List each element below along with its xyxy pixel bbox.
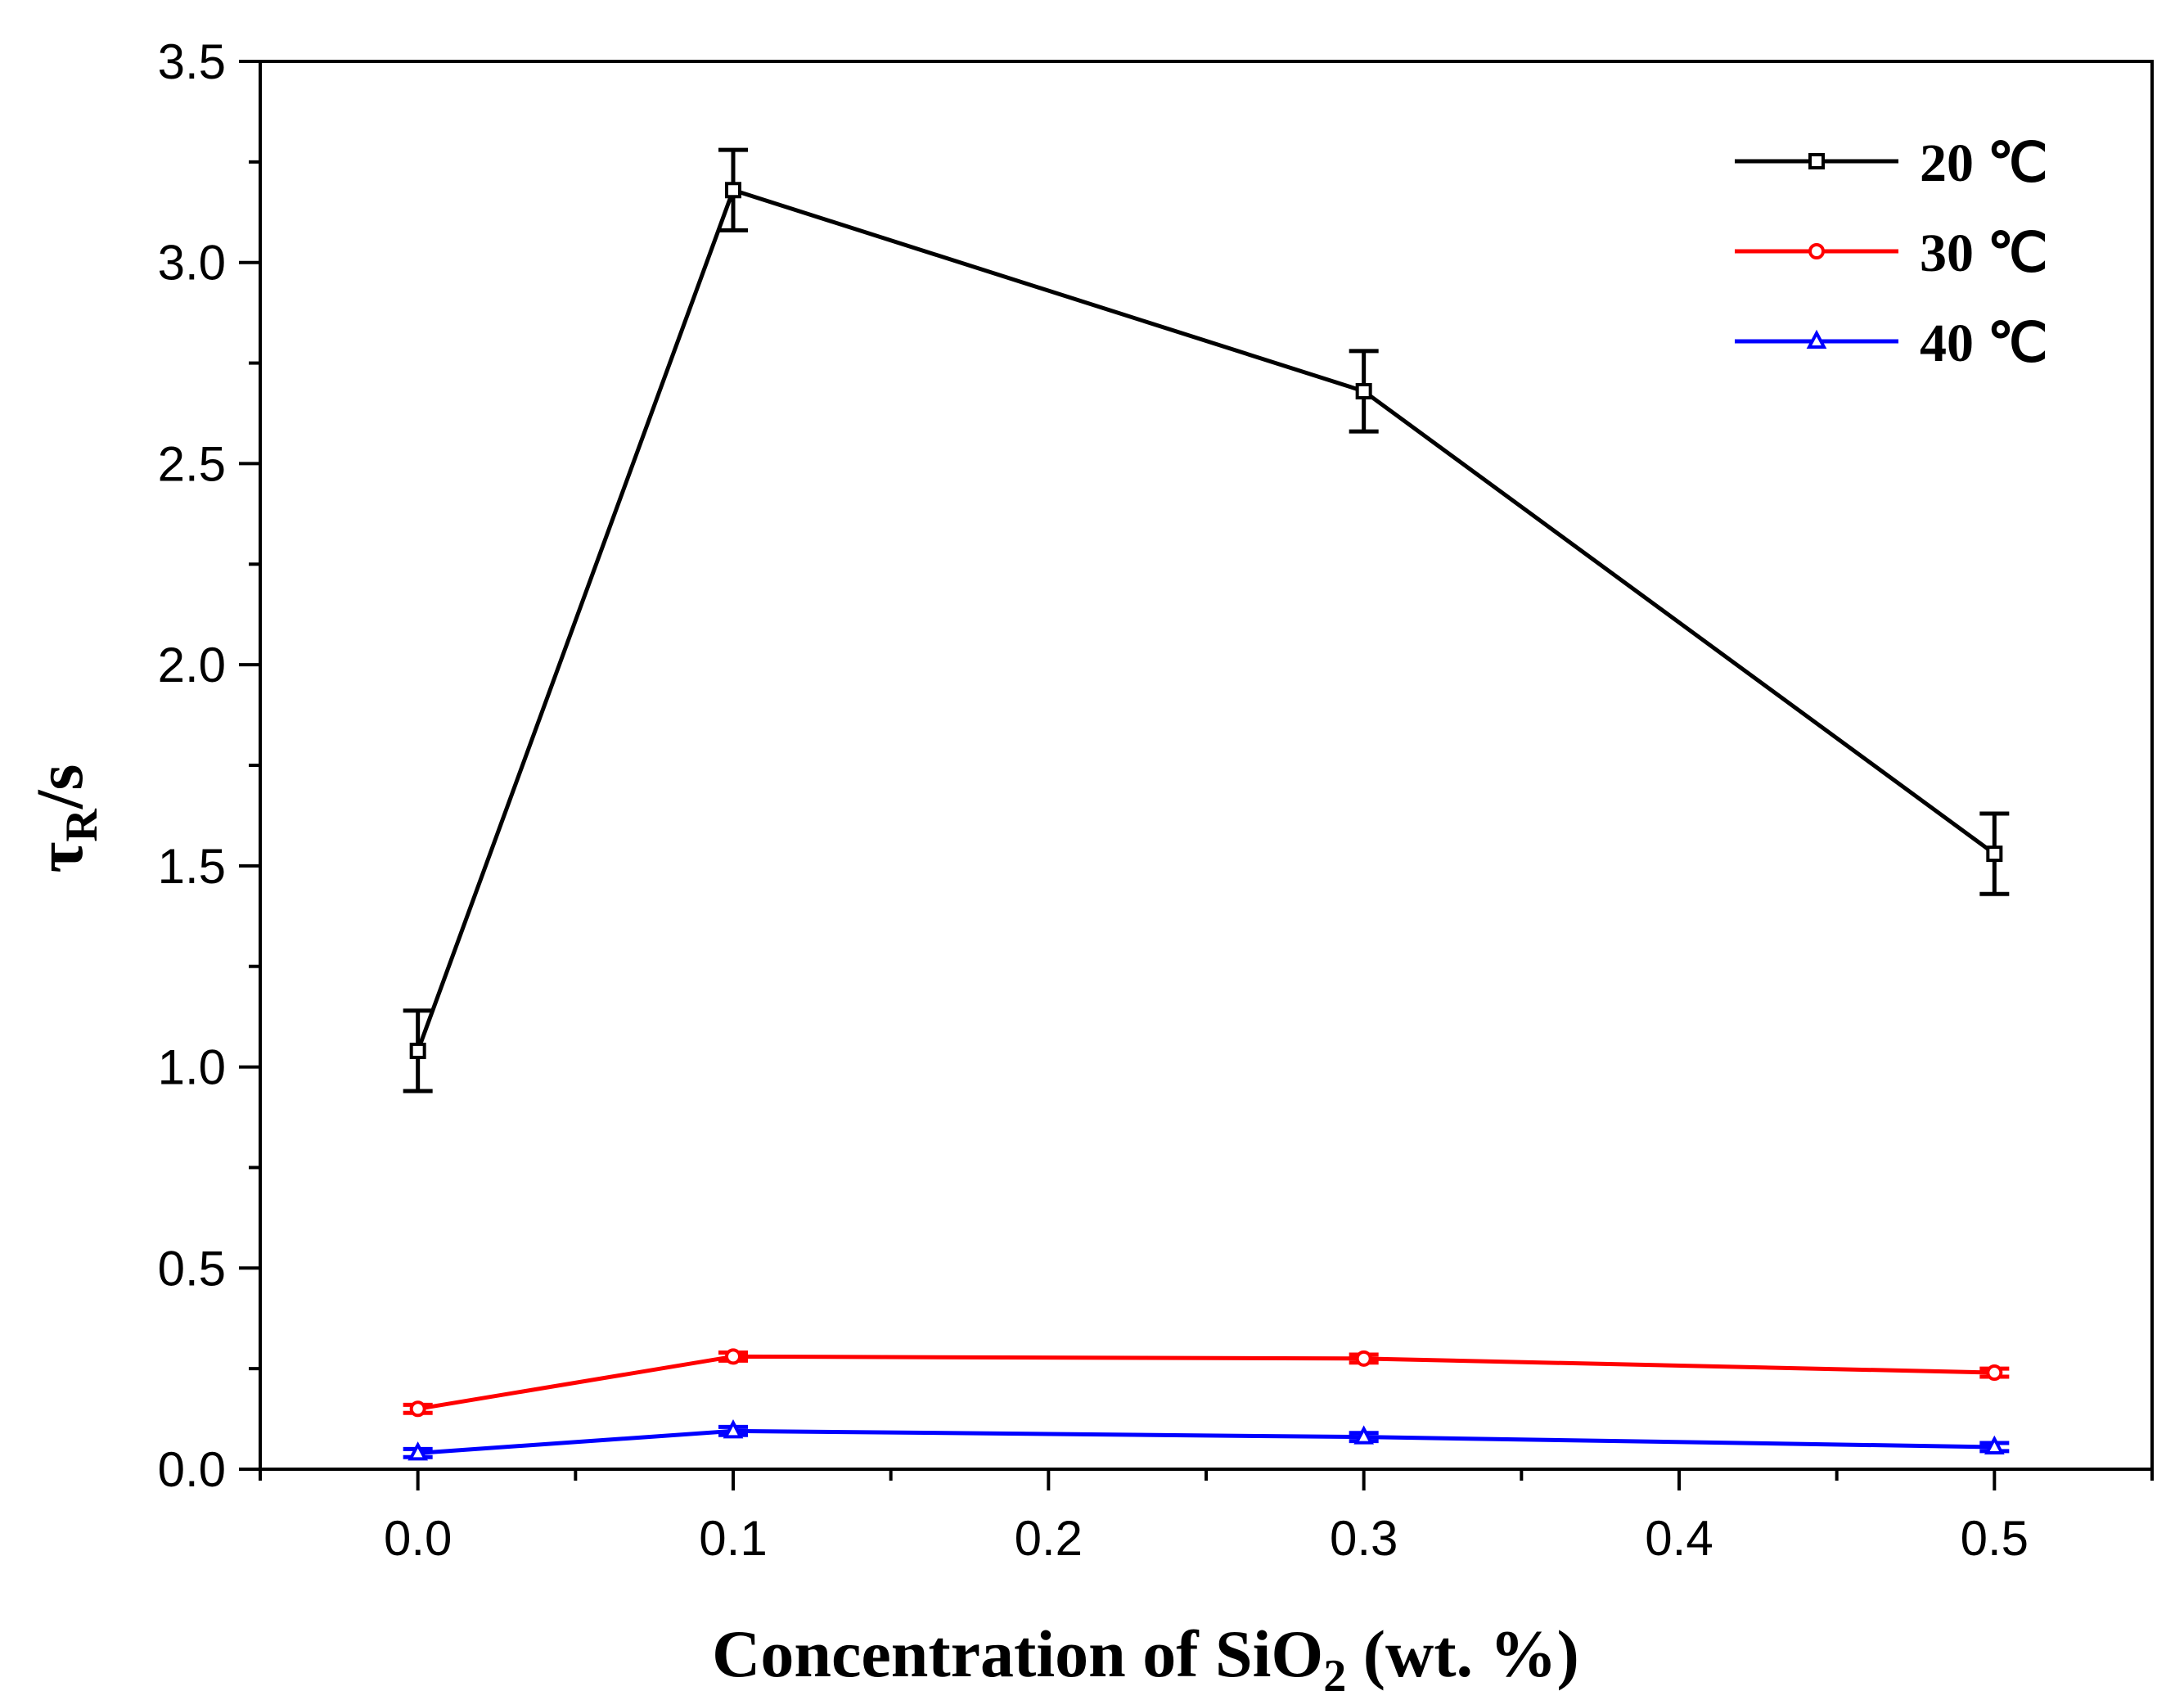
y-axis: 0.0 0.5 1.0 1.5 2.0 2.5 3.0 3.5 [158,34,260,1497]
x-tick-label: 0.0 [384,1511,452,1566]
x-tick-label: 0.4 [1645,1511,1713,1566]
y-tick-label: 0.5 [158,1241,226,1296]
data-point [723,1419,744,1439]
legend-entry: 40 ℃ [1735,313,2048,373]
y-axis-title: τR/s [22,764,107,873]
y-tick-label: 2.0 [158,638,226,692]
x-tick-label: 0.3 [1330,1511,1398,1566]
data-point [725,1348,741,1365]
series-3 [403,1419,2010,1461]
series-line [416,187,1996,1052]
legend-entry: 20 ℃ [1735,133,2048,193]
legend-marker [1808,243,1825,259]
legend-label: 30 ℃ [1920,223,2048,283]
series-2 [403,1348,2010,1418]
x-tick-label: 0.2 [1015,1511,1083,1566]
data-point [1355,382,1372,399]
legend-label: 20 ℃ [1920,133,2048,193]
legend-marker [1806,329,1827,349]
legend: 20 ℃ 30 ℃ 40 ℃ [1735,133,2048,373]
y-tick-label: 2.5 [158,436,226,491]
x-axis-title: Concentration of SiO2 (wt. %) [712,1617,1579,1691]
legend-entry: 30 ℃ [1735,223,2048,283]
legend-marker [1808,153,1825,169]
data-point [408,1441,428,1461]
plot-border [259,60,2154,1471]
data-point [725,182,741,199]
legend-label: 40 ℃ [1920,313,2048,373]
data-point [1355,1350,1372,1367]
y-tick-label: 0.0 [158,1442,226,1497]
y-tick-label: 1.0 [158,1040,226,1095]
x-axis: 0.0 0.1 0.2 0.3 0.4 0.5 [259,1469,2154,1566]
data-point [1986,1364,2003,1382]
y-tick-label: 3.0 [158,236,226,291]
series-line [417,1428,1995,1455]
series-1 [403,147,2010,1094]
x-tick-label: 0.1 [699,1511,767,1566]
data-point [409,1042,426,1059]
data-point [1353,1425,1374,1445]
x-tick-label: 0.5 [1961,1511,2029,1566]
plot-frame [259,60,2154,1471]
data-point [1984,1435,2005,1454]
y-tick-label: 3.5 [158,34,226,89]
data-point [409,1400,426,1418]
series-line [417,1354,1995,1411]
y-tick-label: 1.5 [158,839,226,894]
series-layer [403,147,2010,1461]
data-point [1986,846,2003,863]
